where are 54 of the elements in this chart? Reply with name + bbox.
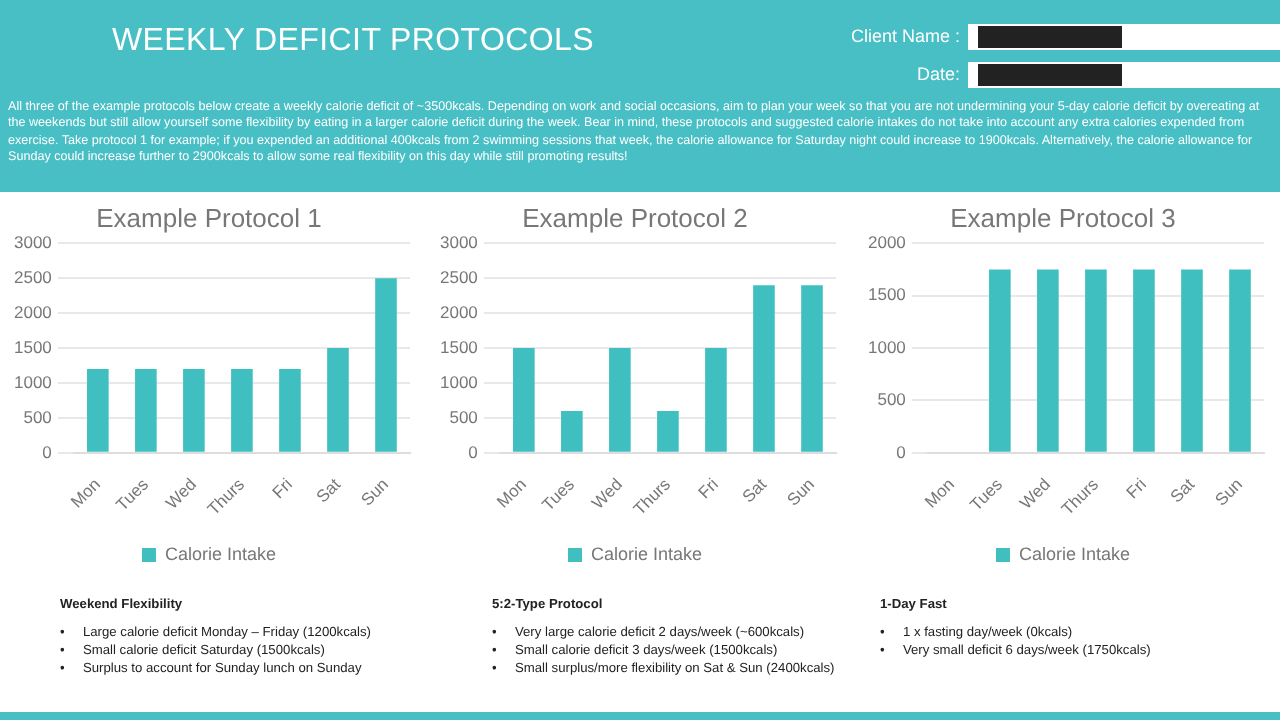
y-tick-label: 3000 [13, 231, 53, 252]
x-tick-label: Mon [492, 473, 531, 512]
chart-title: Example Protocol 2 [522, 202, 748, 233]
text: Client Name : [848, 26, 960, 46]
bar [705, 348, 727, 452]
x-tick-label: Sun [356, 473, 393, 510]
y-tick-label: 0 [468, 441, 479, 462]
chart-title: Example Protocol 3 [950, 202, 1176, 233]
y-tick-label: 2000 [439, 301, 479, 322]
x-tick-label: Sun [782, 473, 819, 510]
y-tick-label: 0 [896, 441, 907, 462]
x-tick-label: Fri [1121, 473, 1151, 503]
y-tick-label: 1000 [867, 336, 907, 357]
x-tick-label: Mon [920, 473, 959, 512]
y-tick-label: 1000 [439, 371, 479, 392]
bar [87, 368, 109, 452]
bar [375, 278, 397, 452]
x-tick-label: Mon [66, 473, 105, 512]
text: WEEKLY DEFICIT PROTOCOLS [112, 24, 595, 60]
bar [279, 368, 301, 452]
legend-label: Calorie Intake [590, 543, 703, 564]
y-tick-label: 500 [449, 406, 479, 427]
bar [231, 368, 253, 452]
bar [513, 348, 535, 452]
legend-label: Calorie Intake [1018, 543, 1131, 564]
y-tick-label: 2500 [439, 266, 479, 287]
x-tick-label: Sat [1165, 473, 1199, 507]
bar [327, 348, 349, 452]
x-tick-label: Sat [311, 473, 345, 507]
text: Date: [914, 64, 960, 84]
x-tick-label: Sat [737, 473, 771, 507]
y-tick-label: 1000 [13, 371, 53, 392]
bar [135, 368, 157, 452]
y-tick-label: 2000 [13, 301, 53, 322]
y-tick-label: 0 [42, 441, 53, 462]
x-tick-label: Sun [1210, 473, 1247, 510]
legend-label: Calorie Intake [164, 543, 277, 564]
y-tick-label: 1500 [439, 336, 479, 357]
y-tick-label: 1500 [13, 336, 53, 357]
bar [657, 410, 679, 452]
bar [561, 410, 583, 452]
y-tick-label: 500 [23, 406, 53, 427]
y-tick-label: 3000 [439, 231, 479, 252]
bar [753, 285, 775, 452]
y-tick-label: 1500 [867, 284, 907, 305]
x-tick-label: Fri [267, 473, 297, 503]
bar [801, 285, 823, 452]
bar [183, 368, 205, 452]
y-tick-label: 2000 [867, 231, 907, 252]
y-tick-label: 500 [877, 389, 907, 410]
x-tick-label: Fri [693, 473, 723, 503]
bar [609, 348, 631, 452]
y-tick-label: 2500 [13, 266, 53, 287]
chart-title: Example Protocol 1 [96, 202, 322, 233]
